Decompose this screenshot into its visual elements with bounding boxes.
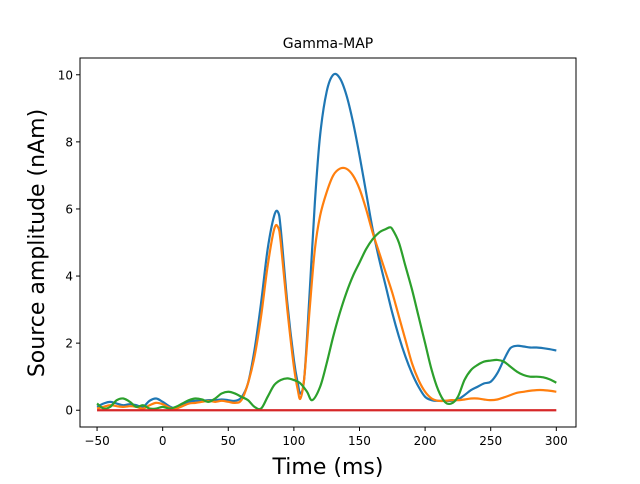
x-tick-label: −50 [84,434,109,448]
chart-title: Gamma-MAP [283,36,373,52]
y-axis-ticks: 0 2 4 6 8 10 [58,68,80,418]
y-tick-label: 2 [65,337,73,351]
x-tick-label: 250 [479,434,502,448]
x-tick-label: 150 [348,434,371,448]
series-line-2 [96,166,557,410]
series-line-3 [96,226,557,411]
x-tick-label: 50 [221,434,236,448]
x-tick-label: 200 [414,434,437,448]
y-axis-label: Source amplitude (nAm) [25,109,50,377]
x-axis-ticks: −50 0 50 100 150 200 250 300 [84,427,568,448]
y-tick-label: 10 [58,68,73,82]
y-tick-label: 0 [65,404,73,418]
y-tick-label: 6 [65,202,73,216]
x-tick-label: 300 [545,434,568,448]
plot-frame [79,57,577,428]
y-tick-label: 4 [65,270,73,284]
series-layer [96,72,557,412]
x-axis-label: Time (ms) [272,455,384,480]
plot-area [80,58,576,427]
y-tick-label: 8 [65,135,73,149]
x-tick-label: 0 [159,434,167,448]
x-tick-label: 100 [282,434,305,448]
